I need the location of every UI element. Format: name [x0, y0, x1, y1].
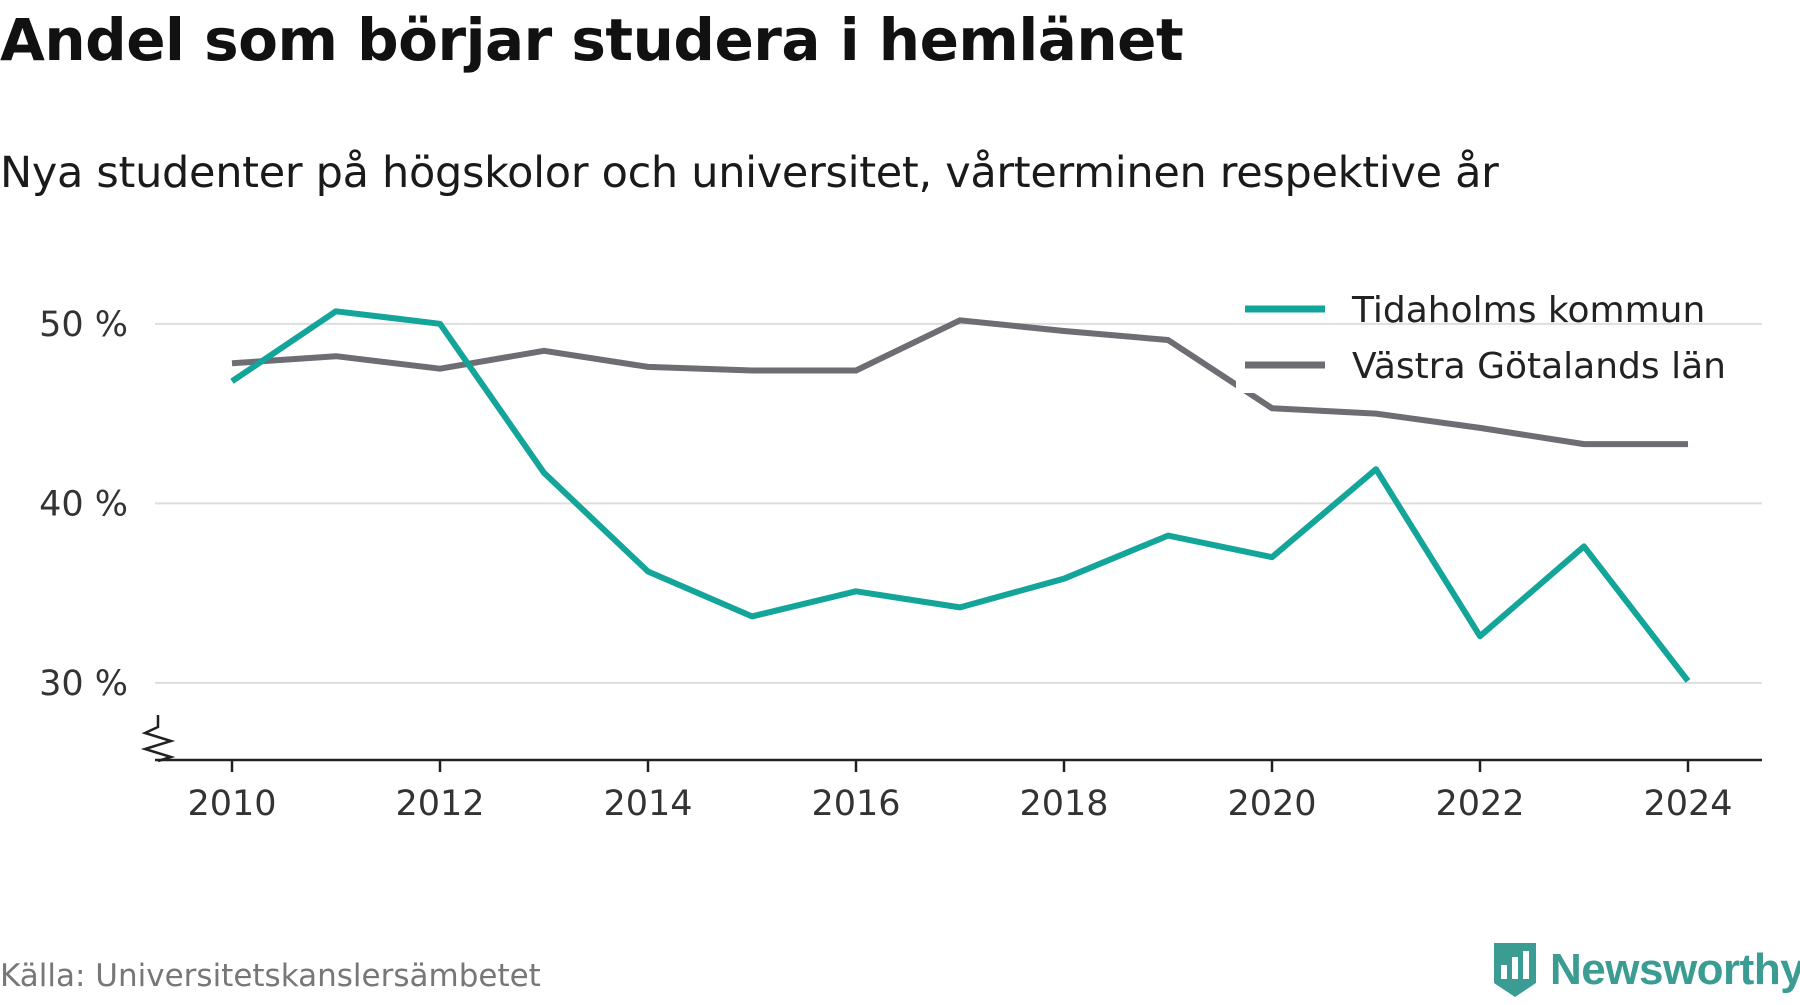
newsworthy-logo-icon — [1494, 943, 1536, 997]
x-tick-label: 2016 — [811, 784, 900, 824]
x-axis — [140, 715, 1762, 772]
x-tick-labels: 2010 2012 2014 2016 2018 2020 2022 2024 — [187, 784, 1732, 824]
y-tick-labels: 30 % 40 % 50 % — [39, 305, 128, 704]
series-line-0 — [230, 308, 1691, 683]
y-tick-label: 40 % — [39, 484, 128, 524]
y-tick-label: 50 % — [39, 305, 128, 345]
chart-subtitle: Nya studenter på högskolor och universit… — [0, 148, 1499, 198]
series-lines — [230, 308, 1691, 683]
legend: Tidaholms kommun Västra Götalands län — [1236, 290, 1756, 393]
line-chart: 2010 2012 2014 2016 2018 2020 2022 2024 30 % 40 … — [39, 290, 1762, 824]
legend-label: Tidaholms kommun — [1351, 290, 1705, 331]
x-tick-label: 2018 — [1019, 784, 1108, 824]
y-axis-break-icon — [140, 715, 176, 763]
y-tick-label: 30 % — [39, 664, 128, 704]
x-tick-label: 2024 — [1643, 784, 1732, 824]
brand-name: Newsworthy — [1550, 945, 1800, 994]
chart-title: Andel som börjar studera i hemlänet — [0, 6, 1184, 74]
brand-logo[interactable]: Newsworthy — [1490, 935, 1800, 1005]
x-tick-label: 2012 — [395, 784, 484, 824]
x-tick-label: 2022 — [1435, 784, 1524, 824]
x-tick-label: 2010 — [187, 784, 276, 824]
series-line-1 — [231, 317, 1688, 448]
source-note: Källa: Universitetskanslersämbetet — [0, 958, 541, 994]
x-tick-label: 2020 — [1227, 784, 1316, 824]
legend-label: Västra Götalands län — [1352, 346, 1726, 387]
x-tick-label: 2014 — [603, 784, 692, 824]
